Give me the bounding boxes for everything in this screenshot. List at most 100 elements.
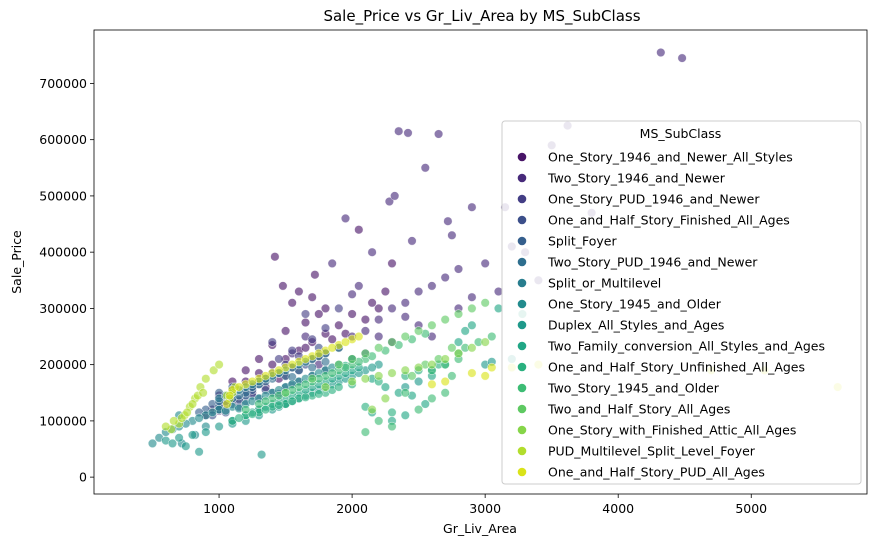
data-points bbox=[147, 47, 843, 460]
data-point bbox=[300, 379, 311, 389]
legend-entry-label: One_Story_with_Finished_Attic_All_Ages bbox=[548, 423, 796, 438]
data-point bbox=[354, 281, 364, 291]
data-point bbox=[487, 331, 497, 342]
data-point bbox=[380, 393, 391, 404]
data-point bbox=[222, 399, 232, 409]
data-point bbox=[169, 416, 179, 426]
data-point bbox=[374, 371, 384, 381]
data-point bbox=[467, 320, 477, 330]
legend-entry-label: Duplex_All_Styles_and_Ages bbox=[548, 318, 724, 333]
data-point bbox=[400, 410, 410, 420]
data-point bbox=[440, 272, 450, 283]
data-point bbox=[327, 343, 337, 353]
data-point bbox=[360, 315, 371, 325]
data-point bbox=[267, 337, 277, 347]
data-point bbox=[387, 407, 397, 418]
legend-entry-label: Two_Family_conversion_All_Styles_and_Age… bbox=[547, 339, 825, 354]
legend-marker bbox=[517, 215, 527, 225]
data-point bbox=[294, 286, 304, 297]
data-point bbox=[241, 365, 251, 375]
data-point bbox=[440, 354, 450, 364]
data-point bbox=[447, 343, 457, 353]
y-tick-label: 700000 bbox=[39, 76, 87, 91]
data-point bbox=[177, 413, 187, 423]
data-point bbox=[443, 216, 453, 226]
legend-entry-label: Two_Story_1945_and_Older bbox=[547, 381, 720, 396]
data-point bbox=[360, 374, 371, 384]
data-point bbox=[440, 315, 450, 325]
data-point bbox=[201, 427, 211, 437]
data-point bbox=[467, 202, 477, 212]
data-point bbox=[400, 298, 410, 308]
data-point bbox=[307, 334, 317, 344]
data-point bbox=[380, 286, 391, 297]
y-tick-label: 600000 bbox=[39, 132, 87, 147]
data-point bbox=[340, 213, 351, 223]
legend-marker bbox=[517, 236, 527, 246]
data-point bbox=[480, 258, 490, 269]
data-point bbox=[467, 303, 477, 314]
data-point bbox=[281, 326, 291, 336]
legend-marker bbox=[517, 299, 527, 309]
y-axis-label: Sale_Price bbox=[9, 230, 24, 294]
legend-marker bbox=[517, 152, 527, 162]
data-point bbox=[300, 392, 311, 402]
data-point bbox=[147, 438, 158, 449]
data-point bbox=[278, 281, 288, 291]
data-point bbox=[307, 374, 317, 384]
data-point bbox=[387, 303, 397, 314]
data-point bbox=[214, 421, 224, 432]
data-point bbox=[480, 298, 490, 308]
data-point bbox=[334, 382, 344, 392]
data-point bbox=[427, 379, 437, 389]
data-point bbox=[187, 430, 198, 440]
data-point bbox=[174, 433, 184, 443]
data-point bbox=[360, 427, 371, 437]
data-point bbox=[400, 365, 410, 375]
legend-entry-label: One_and_Half_Story_PUD_All_Ages bbox=[548, 465, 765, 480]
legend-marker bbox=[517, 446, 527, 456]
x-axis-label: Gr_Liv_Area bbox=[443, 521, 517, 536]
data-point bbox=[194, 447, 204, 457]
legend-entry-label: One_Story_1946_and_Newer_All_Styles bbox=[548, 150, 793, 165]
legend-box bbox=[501, 120, 862, 485]
data-point bbox=[287, 298, 297, 308]
legend-entry-label: One_Story_1945_and_Older bbox=[548, 297, 722, 312]
x-tick-label: 1000 bbox=[203, 501, 235, 516]
data-point bbox=[434, 129, 444, 139]
data-point bbox=[414, 362, 424, 373]
y-axis: 0 100000 200000 300000 400000 500000 600000 700… bbox=[39, 76, 94, 485]
data-point bbox=[287, 396, 297, 406]
data-point bbox=[300, 354, 311, 364]
data-point bbox=[257, 450, 267, 460]
legend-entry-label: One_and_Half_Story_Unfinished_All_Ages bbox=[548, 360, 805, 375]
data-point bbox=[234, 382, 244, 392]
legend-marker bbox=[517, 341, 527, 351]
data-point bbox=[384, 196, 395, 207]
data-point bbox=[367, 405, 377, 415]
legend-marker bbox=[517, 383, 527, 393]
legend-title: MS_SubClass bbox=[640, 126, 722, 141]
legend-entry-label: Two_Story_1946_and_Newer bbox=[547, 171, 726, 186]
legend-marker bbox=[517, 173, 527, 183]
data-point bbox=[334, 360, 344, 370]
legend-marker bbox=[517, 257, 527, 267]
data-point bbox=[387, 421, 397, 432]
data-point bbox=[487, 362, 497, 373]
data-point bbox=[181, 441, 191, 451]
data-point bbox=[427, 320, 437, 330]
data-point bbox=[327, 368, 337, 378]
data-point bbox=[394, 126, 404, 136]
data-point bbox=[374, 416, 384, 426]
data-point bbox=[387, 258, 397, 269]
data-point bbox=[334, 320, 344, 330]
legend-marker bbox=[517, 467, 527, 477]
data-point bbox=[300, 343, 311, 353]
y-tick-label: 100000 bbox=[39, 413, 87, 428]
legend-marker bbox=[517, 320, 527, 330]
y-tick-label: 300000 bbox=[39, 301, 87, 316]
data-point bbox=[400, 312, 410, 322]
data-point bbox=[453, 309, 464, 319]
data-point bbox=[400, 388, 410, 398]
data-point bbox=[287, 360, 297, 370]
